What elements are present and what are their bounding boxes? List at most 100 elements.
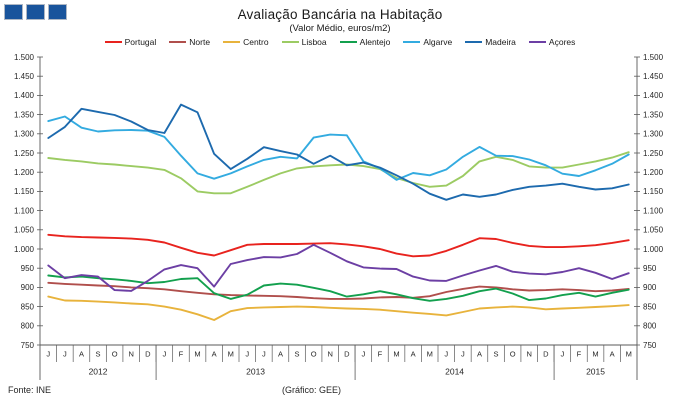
- legend-swatch-algarve: [403, 40, 421, 44]
- y-axis-label-right: 750: [643, 341, 657, 350]
- y-axis-label-right: 1.500: [643, 53, 664, 62]
- month-label: M: [393, 350, 399, 359]
- month-label: O: [510, 350, 516, 359]
- series-line-madeira: [47, 103, 630, 201]
- source-label: Fonte: INE: [8, 385, 52, 395]
- y-axis-label-left: 1.300: [14, 130, 35, 139]
- month-label: D: [344, 350, 350, 359]
- y-axis-label-right: 1.350: [643, 110, 664, 119]
- y-axis-label-left: 800: [21, 322, 35, 331]
- y-axis-label-left: 750: [21, 341, 35, 350]
- y-axis-label-right: 1.200: [643, 168, 664, 177]
- month-label: M: [626, 350, 632, 359]
- month-label: S: [494, 350, 499, 359]
- y-axis-label-right: 900: [643, 283, 657, 292]
- y-axis-label-left: 1.100: [14, 206, 35, 215]
- month-label: J: [245, 350, 249, 359]
- month-label: J: [63, 350, 67, 359]
- legend-item-norte: Norte: [169, 37, 210, 47]
- legend-swatch-norte: [169, 40, 187, 44]
- legend-label: Norte: [189, 37, 211, 47]
- y-axis-label-left: 1.000: [14, 245, 35, 254]
- y-axis-label-left: 1.050: [14, 226, 35, 235]
- month-label: D: [145, 350, 151, 359]
- y-axis-label-right: 1.300: [643, 130, 664, 139]
- month-label: A: [411, 350, 416, 359]
- legend-swatch-lisboa: [281, 40, 299, 44]
- y-axis-label-right: 950: [643, 264, 657, 273]
- month-label: S: [295, 350, 300, 359]
- month-label: M: [592, 350, 598, 359]
- year-label: 2014: [445, 367, 464, 377]
- month-label: M: [228, 350, 234, 359]
- y-axis-label-right: 1.250: [643, 149, 664, 158]
- month-label: A: [610, 350, 615, 359]
- legend-swatch-centro: [223, 40, 241, 44]
- chart-legend: Portugal Norte Centro Lisboa Alentejo Algarve…: [0, 37, 680, 47]
- month-label: A: [278, 350, 283, 359]
- legend-swatch-portugal: [104, 40, 122, 44]
- logo-square: [26, 4, 45, 20]
- y-axis-label-left: 900: [21, 283, 35, 292]
- month-label: A: [212, 350, 217, 359]
- legend-label: Portugal: [124, 37, 157, 47]
- chart-subtitle: (Valor Médio, euros/m2): [289, 23, 391, 34]
- y-axis-label-left: 1.350: [14, 110, 35, 119]
- chart-title: Avaliação Bancária na Habitação: [237, 7, 443, 22]
- legend-label: Algarve: [423, 37, 453, 47]
- month-label: A: [477, 350, 482, 359]
- month-label: O: [311, 350, 317, 359]
- y-axis-label-left: 1.250: [14, 149, 35, 158]
- logo-square: [4, 4, 23, 20]
- legend-item-alentejo: Alentejo: [339, 37, 390, 47]
- y-axis-label-right: 800: [643, 322, 657, 331]
- legend-label: Lisboa: [301, 37, 327, 47]
- month-label: M: [194, 350, 200, 359]
- series-line-norte: [47, 281, 630, 300]
- y-axis-label-right: 1.000: [643, 245, 664, 254]
- y-axis-label-right: 1.150: [643, 187, 664, 196]
- month-label: J: [561, 350, 565, 359]
- legend-item-madeira: Madeira: [465, 37, 516, 47]
- month-label: O: [112, 350, 118, 359]
- month-label: N: [526, 350, 531, 359]
- year-label: 2015: [586, 367, 605, 377]
- y-axis-label-right: 1.050: [643, 226, 664, 235]
- logo: [4, 4, 67, 20]
- month-label: J: [262, 350, 266, 359]
- month-label: D: [543, 350, 549, 359]
- y-axis-label-left: 950: [21, 264, 35, 273]
- month-label: J: [444, 350, 448, 359]
- y-axis-label-left: 850: [21, 302, 35, 311]
- month-label: F: [179, 350, 184, 359]
- legend-item-algarve: Algarve: [403, 37, 452, 47]
- month-label: A: [79, 350, 84, 359]
- month-label: F: [378, 350, 383, 359]
- month-label: M: [427, 350, 433, 359]
- month-label: N: [128, 350, 133, 359]
- series-line-portugal: [47, 233, 630, 258]
- month-label: S: [96, 350, 101, 359]
- month-label: J: [461, 350, 465, 359]
- y-axis-label-right: 1.450: [643, 72, 664, 81]
- y-axis-label-right: 1.100: [643, 206, 664, 215]
- series-line-lisboa: [47, 151, 630, 195]
- legend-swatch-madeira: [465, 40, 483, 44]
- logo-square: [48, 4, 67, 20]
- month-label: F: [577, 350, 582, 359]
- month-label: N: [327, 350, 332, 359]
- series-line-centro: [47, 295, 630, 321]
- legend-swatch-alentejo: [339, 40, 357, 44]
- legend-item-lisboa: Lisboa: [281, 37, 327, 47]
- y-axis-label-left: 1.450: [14, 72, 35, 81]
- y-axis-label-right: 850: [643, 302, 657, 311]
- month-label: J: [362, 350, 366, 359]
- y-axis-label-left: 1.400: [14, 91, 35, 100]
- legend-label: Madeira: [485, 37, 516, 47]
- series-line-acores: [47, 243, 630, 292]
- month-label: J: [46, 350, 50, 359]
- year-label: 2012: [89, 367, 108, 377]
- legend-swatch-acores: [528, 40, 546, 44]
